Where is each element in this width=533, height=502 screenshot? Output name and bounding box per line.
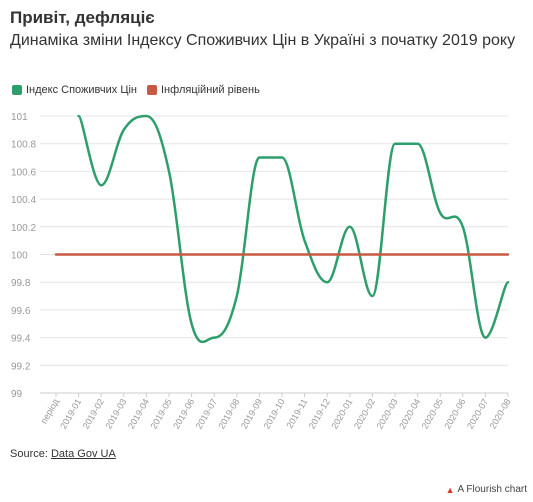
x-tick-label: 2019-06	[171, 397, 196, 431]
legend-label-inflation: Інфляційний рівень	[161, 84, 260, 96]
flourish-logo-icon: ▲	[445, 484, 455, 495]
x-tick-label: 2020-05	[420, 397, 445, 431]
x-tick-label: 2019-07	[194, 397, 219, 431]
x-tick-label: 2019-12	[307, 397, 332, 431]
x-tick-label: 2019-04	[126, 397, 151, 431]
x-tick-label: 2019-10	[262, 397, 287, 431]
legend-swatch-cpi	[12, 85, 22, 95]
y-tick-label: 99.8	[11, 278, 31, 289]
source-label: Source:	[10, 448, 48, 460]
x-tick-label: 2020-01	[329, 397, 354, 431]
legend-item-inflation[interactable]: Інфляційний рівень	[147, 84, 260, 96]
y-tick-label: 100.8	[11, 140, 36, 151]
legend-label-cpi: Індекс Споживчих Цін	[26, 84, 137, 96]
y-tick-label: 100.6	[11, 167, 36, 178]
chart-title: Привіт, дефляціє	[10, 8, 155, 27]
series-line-cpi	[77, 114, 510, 344]
y-tick-label: 99.6	[11, 306, 31, 317]
x-tick-label: 2020-07	[465, 397, 490, 431]
flourish-credit[interactable]: ▲ A Flourish chart	[446, 484, 527, 495]
x-tick-label: 2020-02	[352, 397, 377, 431]
y-tick-label: 99.4	[11, 334, 31, 345]
legend-swatch-inflation	[147, 85, 157, 95]
x-tick-label: 2019-05	[149, 397, 174, 431]
chart-subtitle: Динаміка зміни Індексу Споживчих Цін в У…	[10, 32, 516, 49]
x-tick-label: 2019-08	[216, 397, 241, 431]
y-tick-label: 100	[11, 251, 28, 262]
credit-text: A Flourish chart	[457, 484, 527, 495]
y-tick-label: 100.4	[11, 195, 36, 206]
x-tick-label: 2019-02	[81, 397, 106, 431]
legend: Індекс Споживчих Цін Інфляційний рівень	[12, 84, 270, 96]
x-tick-label: 2020-06	[442, 397, 467, 431]
y-tick-label: 99	[11, 389, 23, 400]
x-tick-label: 2019-03	[103, 397, 128, 431]
x-tick-label: період	[39, 396, 62, 425]
source-note: Source: Data Gov UA	[10, 448, 116, 460]
x-tick-label: 2020-04	[397, 397, 422, 431]
y-tick-label: 99.2	[11, 361, 31, 372]
x-tick-label: 2019-09	[239, 397, 264, 431]
x-tick-label: 2020-08	[488, 397, 513, 431]
y-tick-label: 100.2	[11, 223, 36, 234]
y-tick-label: 101	[11, 112, 28, 123]
x-tick-label: 2019-11	[284, 397, 309, 430]
x-tick-label: 2019-01	[58, 397, 83, 431]
legend-item-cpi[interactable]: Індекс Споживчих Цін	[12, 84, 137, 96]
source-link[interactable]: Data Gov UA	[50, 448, 116, 460]
x-tick-label: 2020-03	[375, 397, 400, 431]
